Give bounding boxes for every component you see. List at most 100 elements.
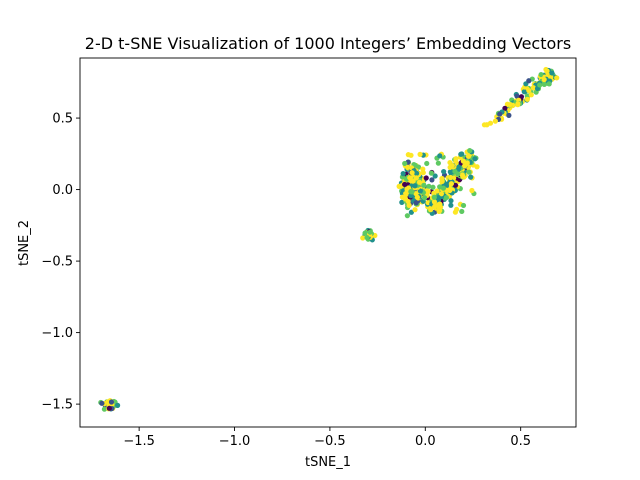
x-tick-label: 0.0 bbox=[415, 434, 436, 449]
data-point bbox=[544, 68, 550, 74]
data-point bbox=[430, 184, 436, 190]
data-point bbox=[429, 177, 435, 183]
data-point bbox=[400, 171, 406, 177]
data-point bbox=[460, 202, 467, 209]
data-point bbox=[428, 207, 434, 213]
data-point bbox=[437, 153, 443, 159]
x-tick-label: −1.0 bbox=[219, 434, 251, 449]
data-point bbox=[421, 182, 427, 188]
data-point bbox=[101, 406, 107, 412]
data-point bbox=[468, 174, 474, 180]
data-point bbox=[449, 162, 455, 169]
data-point bbox=[435, 195, 441, 201]
data-point bbox=[456, 164, 462, 170]
data-point bbox=[459, 172, 465, 178]
data-point bbox=[405, 164, 411, 171]
data-point bbox=[405, 152, 411, 158]
data-point bbox=[420, 166, 426, 172]
data-point bbox=[108, 399, 115, 405]
data-points bbox=[98, 66, 560, 412]
data-point bbox=[416, 179, 423, 185]
data-point bbox=[515, 101, 521, 107]
data-point bbox=[406, 202, 412, 208]
data-point bbox=[414, 170, 420, 176]
data-point bbox=[497, 111, 503, 117]
data-point bbox=[364, 235, 370, 241]
data-point bbox=[434, 188, 440, 194]
x-tick-label: −0.5 bbox=[314, 434, 346, 449]
data-point bbox=[396, 183, 402, 189]
data-point bbox=[413, 175, 419, 181]
data-point bbox=[538, 71, 544, 78]
data-point bbox=[467, 148, 473, 154]
data-point bbox=[417, 151, 423, 157]
data-point bbox=[469, 187, 475, 194]
data-point bbox=[530, 85, 536, 91]
data-point bbox=[437, 201, 443, 207]
data-point bbox=[554, 75, 560, 81]
data-point bbox=[409, 170, 415, 176]
data-point bbox=[438, 191, 444, 197]
data-point bbox=[412, 207, 418, 213]
data-point bbox=[528, 92, 534, 98]
x-axis: −1.5 −1.0 −0.5 0.0 0.5 bbox=[123, 427, 531, 449]
data-point bbox=[428, 170, 434, 176]
data-point bbox=[487, 120, 494, 126]
y-tick-label: 0.0 bbox=[52, 183, 73, 198]
data-point bbox=[399, 199, 405, 205]
data-point bbox=[506, 112, 512, 118]
y-axis: −1.5 −1.0 −0.5 0.0 0.5 bbox=[41, 112, 80, 413]
data-point bbox=[425, 188, 431, 194]
data-point bbox=[417, 188, 423, 194]
data-point bbox=[424, 160, 430, 167]
data-point bbox=[460, 158, 467, 164]
data-point bbox=[99, 400, 105, 406]
data-point bbox=[437, 184, 443, 190]
data-point bbox=[423, 175, 429, 181]
y-tick-label: 0.5 bbox=[52, 112, 73, 127]
data-point bbox=[453, 158, 459, 165]
data-point bbox=[404, 213, 410, 219]
data-point bbox=[459, 208, 465, 215]
chart-title: 2-D t-SNE Visualization of 1000 Integers… bbox=[85, 34, 571, 53]
data-point bbox=[402, 160, 408, 167]
data-point bbox=[507, 101, 514, 108]
data-point bbox=[412, 183, 418, 189]
data-point bbox=[413, 190, 419, 197]
data-point bbox=[481, 122, 488, 128]
data-point bbox=[465, 153, 472, 159]
data-point bbox=[412, 162, 418, 168]
data-point bbox=[448, 202, 454, 208]
data-point bbox=[526, 78, 532, 84]
data-point bbox=[462, 163, 468, 169]
data-point bbox=[115, 402, 121, 408]
data-point bbox=[360, 235, 366, 241]
data-point bbox=[447, 174, 454, 181]
data-point bbox=[422, 195, 428, 201]
data-point bbox=[492, 118, 498, 124]
data-point bbox=[502, 105, 508, 111]
data-point bbox=[541, 76, 547, 83]
data-point bbox=[367, 229, 373, 235]
data-point bbox=[447, 187, 453, 193]
x-axis-title: tSNE_1 bbox=[305, 455, 351, 470]
y-tick-label: −1.0 bbox=[41, 326, 73, 341]
data-point bbox=[431, 199, 438, 205]
y-axis-title: tSNE_2 bbox=[17, 220, 32, 266]
data-point bbox=[441, 168, 447, 175]
data-point bbox=[526, 87, 532, 94]
data-point bbox=[405, 198, 411, 205]
plot-frame bbox=[79, 57, 577, 428]
data-point bbox=[455, 171, 461, 177]
data-point bbox=[435, 160, 441, 166]
data-point bbox=[448, 198, 454, 204]
y-tick-label: −1.5 bbox=[41, 398, 73, 413]
x-tick-label: −1.5 bbox=[123, 434, 155, 449]
data-point bbox=[402, 181, 408, 188]
data-point bbox=[546, 81, 552, 87]
data-point bbox=[408, 209, 414, 215]
data-point bbox=[413, 200, 419, 206]
data-point bbox=[466, 169, 472, 175]
data-point bbox=[452, 182, 459, 188]
